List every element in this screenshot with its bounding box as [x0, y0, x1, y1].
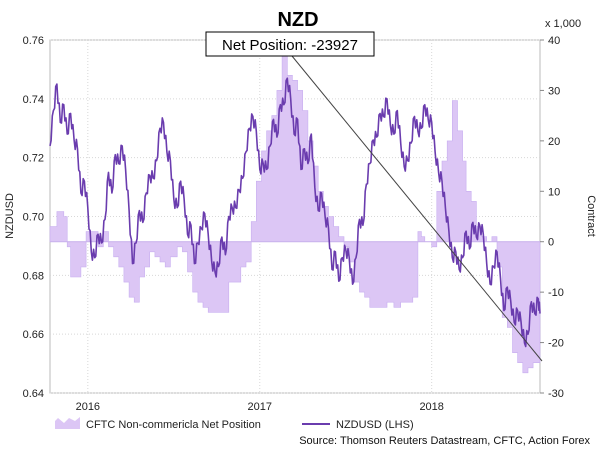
legend: CFTC Non-commericla Net Position NZDUSD … — [55, 417, 414, 431]
left-tick-label: 0.74 — [23, 94, 44, 106]
right-tick-label: 30 — [548, 85, 560, 97]
left-tick-label: 0.68 — [23, 270, 44, 282]
x-tick-label: 2017 — [248, 401, 272, 413]
source-text: Source: Thomson Reuters Datastream, CFTC… — [299, 435, 590, 447]
left-axis-title: NZDUSD — [4, 193, 16, 239]
right-tick-label: 20 — [548, 136, 560, 148]
legend-line-label: NZDUSD (LHS) — [336, 419, 414, 431]
right-tick-label: 10 — [548, 186, 560, 198]
axes-layer: 0.64 0.66 0.68 0.70 0.72 0.74 0.76 -30 -20 -10 0 10… — [23, 35, 564, 413]
left-tick-label: 0.76 — [23, 35, 44, 47]
right-tick-label: -30 — [548, 388, 564, 400]
left-tick-label: 0.64 — [23, 388, 44, 400]
legend-area-label: CFTC Non-commericla Net Position — [86, 419, 261, 431]
left-tick-label: 0.72 — [23, 153, 44, 165]
chart-title: NZD — [277, 9, 318, 31]
callout-box — [205, 31, 375, 57]
x-tick-label: 2018 — [419, 401, 443, 413]
right-tick-label: 40 — [548, 35, 560, 47]
callout-leader-line — [291, 55, 543, 362]
right-axis-title: Contract — [585, 195, 597, 237]
right-tick-label: 0 — [548, 237, 554, 249]
net-position-callout: Net Position: -23927 — [205, 31, 543, 362]
right-tick-label: -20 — [548, 338, 564, 350]
callout-text: Net Position: -23927 — [222, 37, 358, 54]
cftc-net-position-area — [49, 54, 541, 374]
left-tick-label: 0.70 — [23, 212, 44, 224]
x-tick-label: 2016 — [76, 401, 100, 413]
line-layer — [49, 77, 541, 348]
legend-area-swatch — [55, 417, 80, 429]
right-axis-multiplier: x 1,000 — [545, 18, 581, 30]
nzdusd-line — [49, 77, 541, 348]
right-tick-label: -10 — [548, 287, 564, 299]
left-tick-label: 0.66 — [23, 329, 44, 341]
